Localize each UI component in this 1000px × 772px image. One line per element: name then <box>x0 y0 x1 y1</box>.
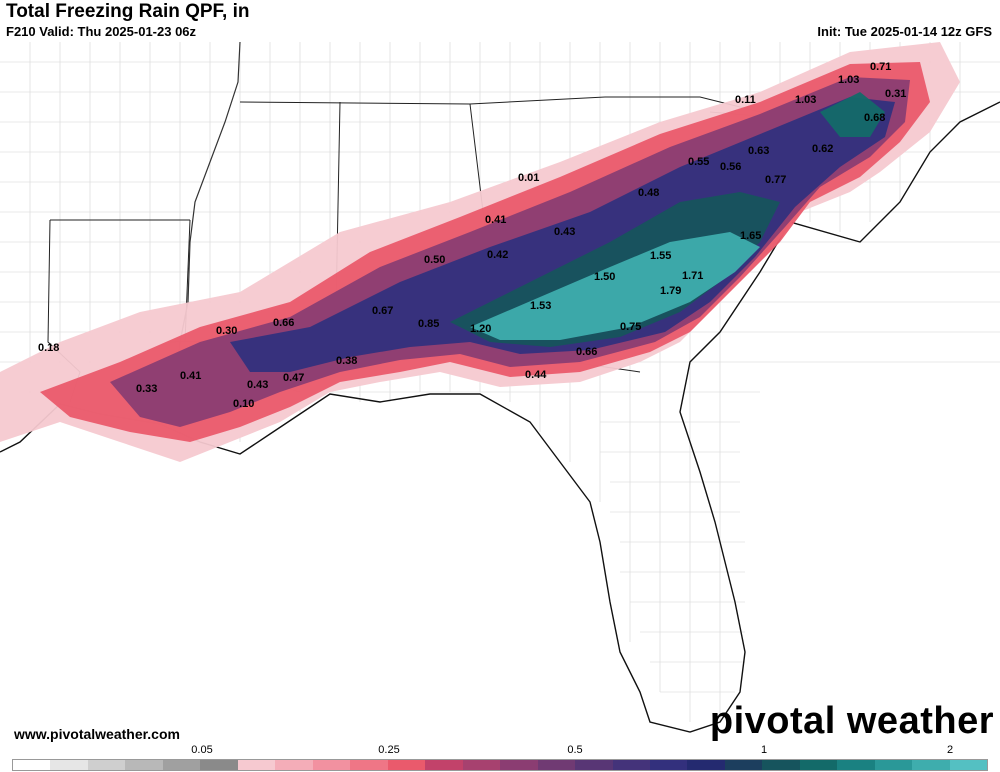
map-value: 0.66 <box>576 346 597 358</box>
legend-swatch <box>575 760 613 770</box>
map-value: 1.03 <box>838 74 859 86</box>
map-value: 1.65 <box>740 230 761 242</box>
map-value: 1.71 <box>682 270 703 282</box>
color-legend: 0.05 0.25 0.5 1 2 <box>12 744 988 772</box>
map-value: 0.62 <box>812 143 833 155</box>
map-value: 0.44 <box>525 369 547 381</box>
map-value: 0.55 <box>688 156 709 168</box>
legend-tick: 0.25 <box>378 744 400 756</box>
map-value: 0.41 <box>485 214 506 226</box>
map-value: 0.42 <box>487 249 508 261</box>
map-value: 0.68 <box>864 112 885 124</box>
map-value: 1.55 <box>650 250 671 262</box>
map-value: 0.01 <box>518 172 539 184</box>
legend-swatch <box>87 760 126 770</box>
map-value: 1.20 <box>470 323 491 335</box>
init-time: Init: Tue 2025-01-14 12z GFS <box>817 24 992 39</box>
map-value: 0.43 <box>247 379 268 391</box>
legend-swatch <box>687 760 725 770</box>
map-value: 1.03 <box>795 94 816 106</box>
legend-colorbar <box>12 759 988 771</box>
legend-swatch <box>837 760 875 770</box>
legend-swatch <box>200 760 238 770</box>
map-area: 0.71 1.03 1.03 0.11 0.31 0.68 0.62 0.63 … <box>0 42 1000 742</box>
legend-swatch <box>612 760 650 770</box>
map-value: 0.56 <box>720 161 741 173</box>
map-value: 1.79 <box>660 285 681 297</box>
map-value: 0.66 <box>273 317 294 329</box>
map-value: 0.11 <box>735 94 756 106</box>
valid-time: F210 Valid: Thu 2025-01-23 06z <box>6 24 197 39</box>
legend-swatch <box>237 760 276 770</box>
legend-tick: 1 <box>760 744 768 756</box>
map-value: 0.33 <box>136 383 157 395</box>
map-value: 0.85 <box>418 318 439 330</box>
legend-swatch <box>125 760 163 770</box>
legend-swatch <box>312 760 351 770</box>
map-value: 0.75 <box>620 321 641 333</box>
legend-tick: 0.5 <box>567 744 583 756</box>
legend-swatch <box>13 760 51 770</box>
map-header: Total Freezing Rain QPF, in F210 Valid: … <box>0 0 1000 42</box>
map-value: 0.71 <box>870 61 891 73</box>
legend-swatch <box>799 760 838 770</box>
website-link[interactable]: www.pivotalweather.com <box>14 726 180 742</box>
map-value: 0.31 <box>885 88 906 100</box>
legend-swatch <box>537 760 576 770</box>
map-value: 0.77 <box>765 174 786 186</box>
map-canvas: 0.71 1.03 1.03 0.11 0.31 0.68 0.62 0.63 … <box>0 42 1000 733</box>
map-value: 0.67 <box>372 305 393 317</box>
legend-swatch <box>649 760 688 770</box>
map-value: 0.18 <box>38 342 59 354</box>
map-value: 0.30 <box>216 325 237 337</box>
legend-swatch <box>762 760 800 770</box>
legend-swatch <box>949 760 988 770</box>
map-value: 0.50 <box>424 254 445 266</box>
legend-swatch <box>462 760 501 770</box>
legend-swatch <box>874 760 913 770</box>
legend-swatch <box>50 760 88 770</box>
legend-swatch <box>912 760 950 770</box>
map-value: 0.10 <box>233 398 254 410</box>
brand-logo: pivotal weather <box>709 700 994 742</box>
map-value: 0.43 <box>554 226 575 238</box>
map-value: 0.47 <box>283 372 304 384</box>
legend-swatch <box>500 760 538 770</box>
legend-ticks: 0.05 0.25 0.5 1 2 <box>12 744 988 758</box>
legend-tick: 2 <box>946 744 954 756</box>
map-value: 0.63 <box>748 145 769 157</box>
map-value: 0.41 <box>180 370 201 382</box>
map-value: 0.38 <box>336 355 357 367</box>
legend-tick: 0.05 <box>191 744 213 756</box>
legend-swatch <box>425 760 463 770</box>
coastline <box>0 101 1000 733</box>
legend-swatch <box>724 760 763 770</box>
map-value: 1.50 <box>594 271 615 283</box>
freezing-rain-shading <box>0 42 960 462</box>
value-labels: 0.71 1.03 1.03 0.11 0.31 0.68 0.62 0.63 … <box>38 61 906 410</box>
legend-swatch <box>387 760 426 770</box>
map-value: 0.48 <box>638 187 659 199</box>
legend-swatch <box>275 760 313 770</box>
map-title: Total Freezing Rain QPF, in <box>6 1 250 22</box>
map-value: 1.53 <box>530 300 551 312</box>
legend-swatch <box>350 760 388 770</box>
legend-swatch <box>162 760 201 770</box>
